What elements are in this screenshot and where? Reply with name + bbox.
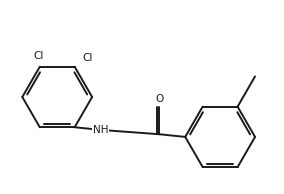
Text: NH: NH [93, 125, 108, 135]
Text: O: O [155, 94, 163, 104]
Text: Cl: Cl [82, 53, 93, 63]
Text: Cl: Cl [33, 51, 43, 61]
